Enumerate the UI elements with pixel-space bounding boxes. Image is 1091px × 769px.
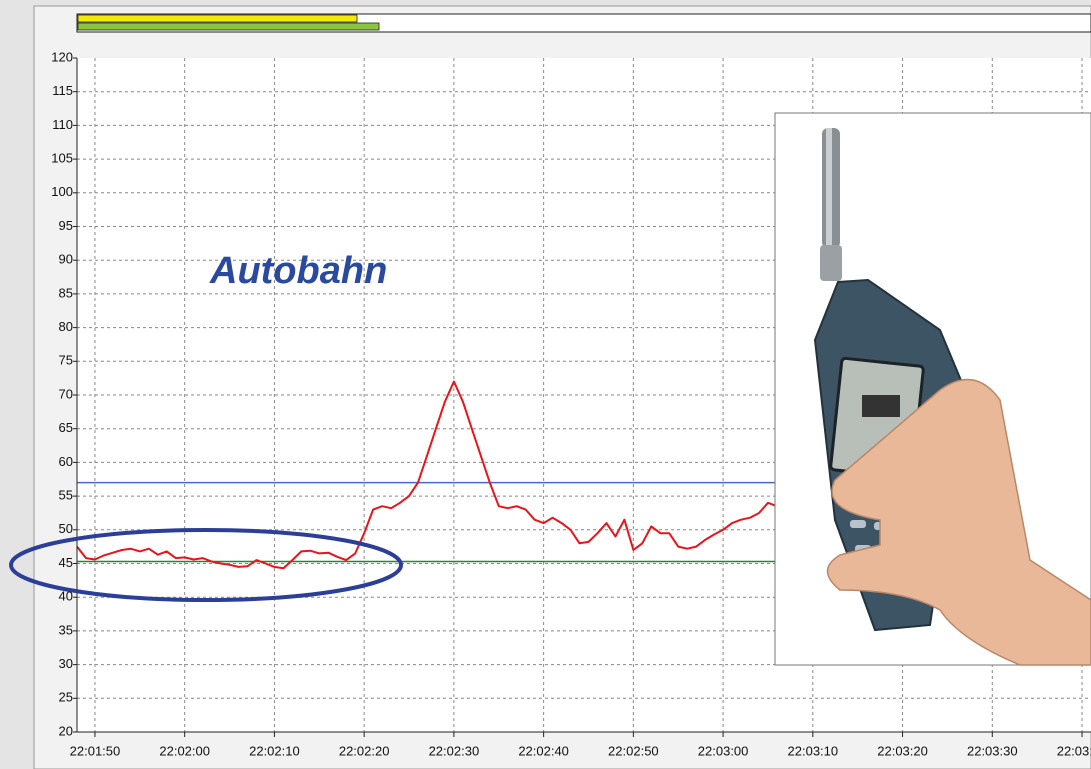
y-tick-label: 80 [59, 319, 73, 334]
y-tick-label: 120 [51, 49, 73, 64]
x-tick-label: 22:01:50 [70, 743, 121, 758]
y-tick-label: 115 [52, 83, 73, 98]
x-tick-label: 22:02:10 [249, 743, 300, 758]
x-tick-label: 22:02:40 [518, 743, 569, 758]
y-tick-label: 55 [59, 488, 73, 503]
x-tick-label: 22:03:40 [1057, 743, 1091, 758]
page: {"chart_data": {"type": "line", "annotat… [0, 0, 1091, 769]
x-tick-label: 22:02:50 [608, 743, 659, 758]
level-bar [78, 23, 379, 30]
y-tick-label: 85 [59, 285, 73, 300]
chart: Autobahn 20 25 30 35 40 45 50 55 60 65 70 75 80 85 90 9… [0, 0, 1091, 769]
y-tick-label: 95 [59, 218, 73, 233]
x-tick-label: 22:02:20 [339, 743, 390, 758]
y-tick-label: 60 [59, 454, 73, 469]
y-tick-label: 100 [51, 184, 73, 199]
y-tick-label: 90 [59, 252, 73, 267]
level-bar [78, 15, 357, 22]
photo [775, 113, 1091, 665]
y-tick-label: 110 [52, 117, 73, 132]
x-tick-label: 22:03:20 [877, 743, 928, 758]
y-tick-label: 45 [59, 555, 73, 570]
y-tick-label: 20 [59, 723, 73, 738]
y-tick-label: 35 [59, 622, 73, 637]
x-tick-label: 22:02:30 [429, 743, 480, 758]
y-tick-label: 65 [59, 420, 73, 435]
annotation: Autobahn [209, 250, 387, 292]
y-tick-label: 105 [51, 151, 73, 166]
y-tick-label: 70 [59, 386, 73, 401]
y-tick-label: 50 [59, 521, 73, 536]
y-tick-label: 30 [59, 656, 73, 671]
x-tick-label: 22:03:30 [967, 743, 1018, 758]
y-tick-label: 25 [59, 690, 73, 705]
x-tick-label: 22:02:00 [159, 743, 210, 758]
y-tick-label: 75 [59, 353, 73, 368]
x-tick-label: 22:03:10 [788, 743, 839, 758]
x-tick-label: 22:03:00 [698, 743, 749, 758]
y-tick-label: 40 [59, 589, 73, 604]
